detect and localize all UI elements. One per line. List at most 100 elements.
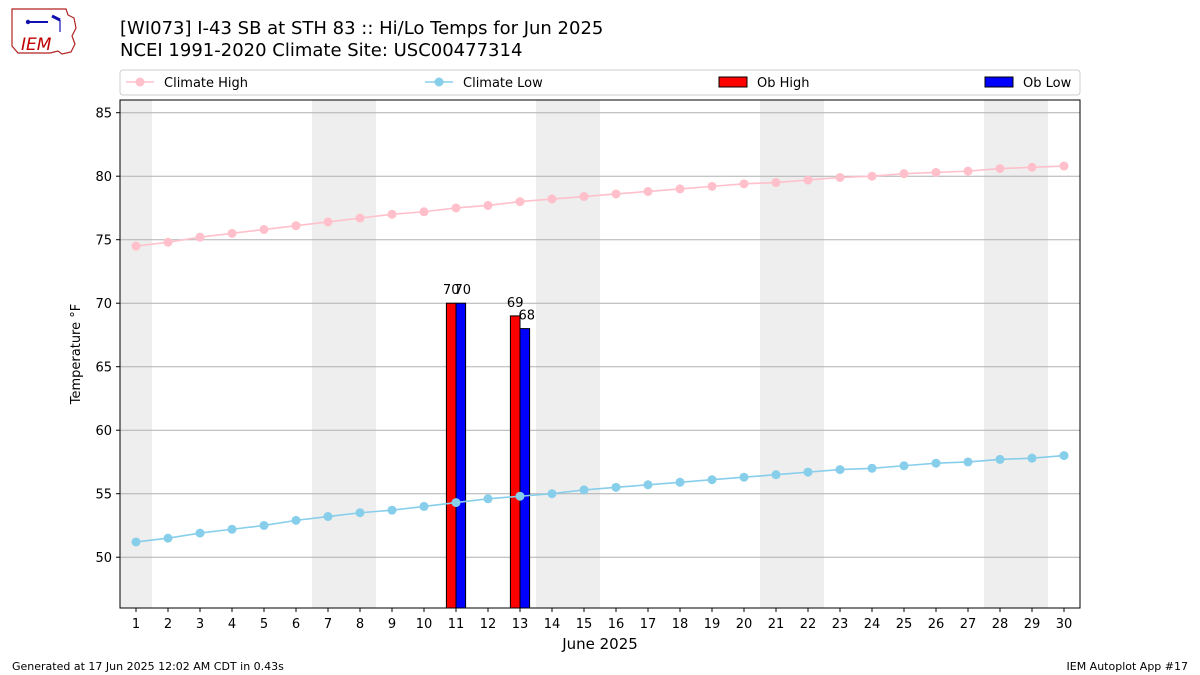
y-tick-label: 70 — [95, 297, 112, 312]
climate-low-point — [611, 482, 621, 492]
climate-high-point — [899, 169, 909, 179]
climate-low-point — [387, 505, 397, 515]
ob-high-label: 69 — [507, 296, 524, 311]
climate-low-point — [707, 475, 717, 485]
climate-high-point — [131, 241, 141, 251]
y-tick-label: 80 — [95, 170, 112, 185]
climate-high-point — [739, 179, 749, 189]
climate-high-point — [227, 228, 237, 238]
x-tick-label: 8 — [356, 617, 364, 632]
x-tick-label: 25 — [896, 617, 913, 632]
climate-high-point — [803, 175, 813, 185]
climate-high-point — [195, 232, 205, 242]
chart-subtitle: NCEI 1991-2020 Climate Site: USC00477314 — [120, 40, 523, 61]
climate-low-point — [579, 485, 589, 495]
climate-low-point — [323, 512, 333, 522]
climate-low-point — [515, 491, 525, 501]
climate-high-point — [547, 194, 557, 204]
x-tick-label: 27 — [960, 617, 977, 632]
y-tick-label: 65 — [95, 361, 112, 376]
climate-high-point — [931, 167, 941, 177]
climate-high-line — [135, 165, 1065, 247]
legend-label-1: Climate Low — [463, 76, 543, 91]
ob-low-label: 70 — [455, 283, 472, 298]
x-tick-label: 17 — [640, 617, 657, 632]
climate-high-point — [675, 184, 685, 194]
x-tick-label: 2 — [164, 617, 172, 632]
weekend-band — [344, 100, 376, 608]
ob-high-bar — [509, 315, 521, 609]
climate-high-point — [515, 197, 525, 207]
climate-low-point — [995, 454, 1005, 464]
x-tick-label: 7 — [324, 617, 332, 632]
y-tick-label: 85 — [95, 107, 112, 122]
climate-low-point — [291, 515, 301, 525]
climate-high-point — [291, 221, 301, 231]
x-tick-label: 12 — [480, 617, 497, 632]
climate-low-point — [899, 461, 909, 471]
climate-high-point — [323, 217, 333, 227]
climate-low-point — [227, 524, 237, 534]
x-tick-label: 26 — [928, 617, 945, 632]
climate-low-point — [547, 489, 557, 499]
climate-low-line — [135, 454, 1065, 543]
climate-high-point — [387, 209, 397, 219]
climate-high-point — [163, 237, 173, 247]
ob-high-label: 70 — [443, 283, 460, 298]
x-tick-label: 4 — [228, 617, 236, 632]
climate-high-point — [419, 207, 429, 217]
x-tick-label: 20 — [736, 617, 753, 632]
x-tick-label: 14 — [544, 617, 561, 632]
x-tick-label: 3 — [196, 617, 204, 632]
app-note: IEM Autoplot App #17 — [1066, 660, 1189, 673]
x-tick-label: 22 — [800, 617, 817, 632]
ob-high-bar — [445, 302, 457, 609]
climate-low-point — [675, 477, 685, 487]
y-axis-label: Temperature °F — [69, 304, 84, 405]
climate-low-point — [483, 494, 493, 504]
climate-high-point — [867, 171, 877, 181]
climate-high-point — [579, 192, 589, 202]
climate-high-point — [1027, 162, 1037, 172]
y-tick-label: 60 — [95, 424, 112, 439]
x-tick-label: 11 — [448, 617, 465, 632]
iem-logo: IEM — [8, 6, 80, 58]
x-tick-label: 24 — [864, 617, 881, 632]
climate-low-point — [931, 458, 941, 468]
climate-low-point — [1027, 453, 1037, 463]
ob-low-label: 68 — [519, 309, 536, 324]
climate-low-point — [963, 457, 973, 467]
logo-text: IEM — [21, 35, 52, 55]
climate-low-point — [1059, 451, 1069, 461]
y-tick-label: 50 — [95, 551, 112, 566]
legend: Climate High Climate Low Ob High Ob Low — [119, 69, 1081, 96]
legend-label-2: Ob High — [757, 76, 810, 91]
climate-low-point — [771, 470, 781, 480]
climate-low-point — [643, 480, 653, 490]
y-tick-label: 55 — [95, 488, 112, 503]
weekend-band — [536, 100, 568, 608]
weekend-band — [1016, 100, 1048, 608]
legend-swatch-3 — [984, 76, 1014, 88]
climate-high-point — [995, 164, 1005, 174]
legend-label-3: Ob Low — [1023, 76, 1072, 91]
climate-low-point — [195, 528, 205, 538]
weekend-band — [120, 100, 152, 608]
climate-low-point — [803, 467, 813, 477]
climate-low-point — [419, 501, 429, 511]
x-tick-label: 19 — [704, 617, 721, 632]
x-tick-label: 9 — [388, 617, 396, 632]
weekend-band — [984, 100, 1016, 608]
x-tick-label: 1 — [132, 617, 140, 632]
climate-low-point — [259, 520, 269, 530]
legend-label-0: Climate High — [164, 76, 248, 91]
climate-low-point — [739, 472, 749, 482]
weekend-band — [792, 100, 824, 608]
x-tick-label: 30 — [1056, 617, 1073, 632]
ob-low-bar — [455, 302, 467, 609]
weekend-band — [568, 100, 600, 608]
climate-low-point — [835, 465, 845, 475]
y-tick-label: 75 — [95, 234, 112, 249]
chart-title: [WI073] I-43 SB at STH 83 :: Hi/Lo Temps… — [120, 18, 604, 39]
